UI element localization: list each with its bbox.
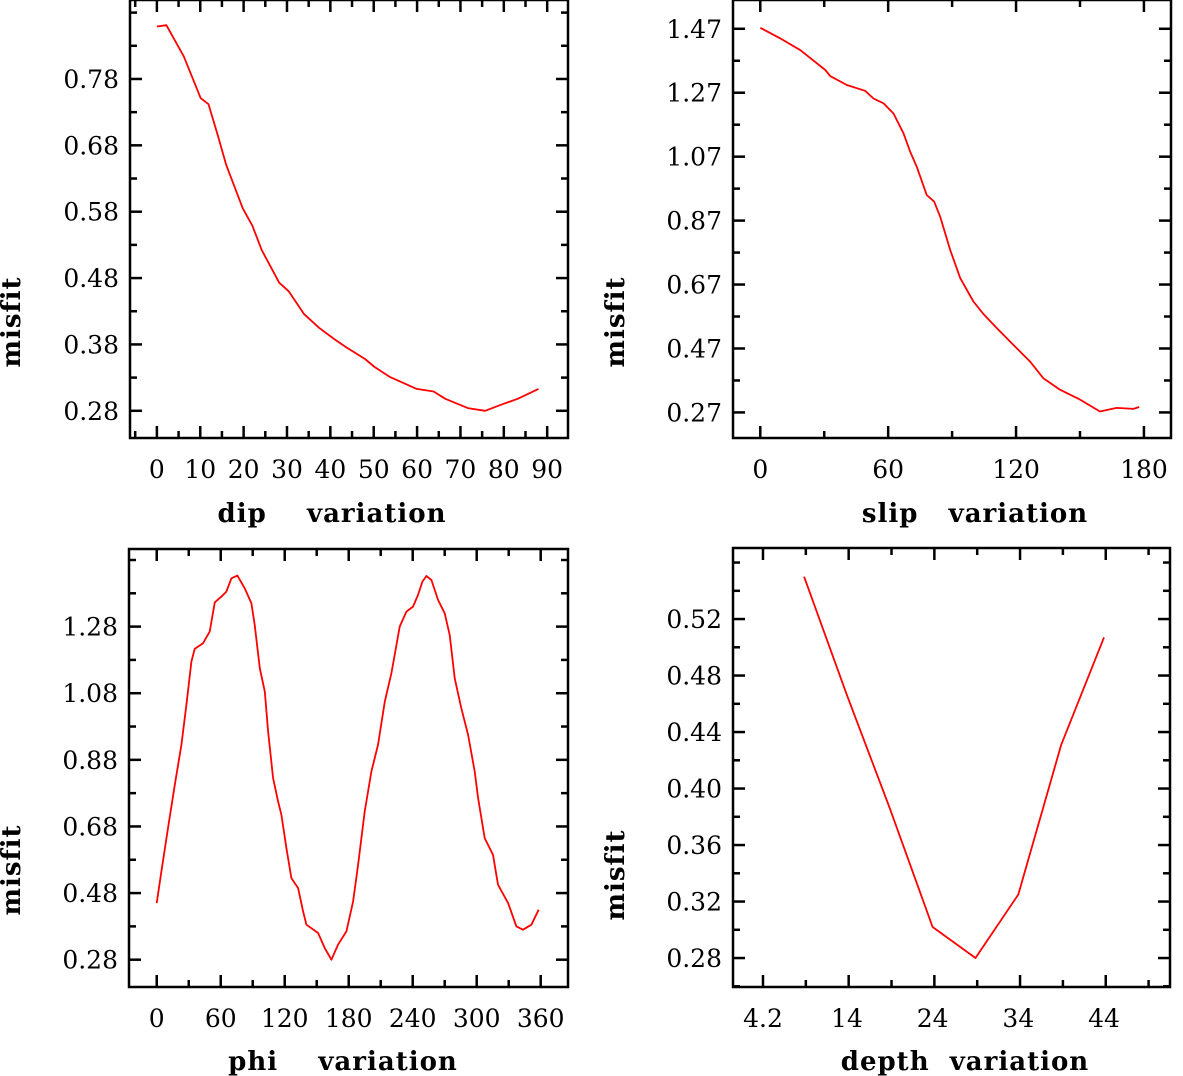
y-tick-label: 0.48	[63, 264, 119, 293]
dip-plot-frame	[128, 0, 570, 440]
y-axis-label: misfit	[601, 829, 631, 920]
x-tick-label: 90	[531, 455, 563, 484]
slip-misfit-series-line	[759, 27, 1140, 413]
x-axis-label: phi variation	[228, 1047, 458, 1076]
x-tick-label: 14	[831, 1004, 863, 1033]
y-tick-label: 0.38	[63, 330, 119, 359]
x-tick-label: 50	[358, 455, 390, 484]
depth-plot-frame	[731, 546, 1172, 989]
phi-panel: 0 60 120 180 240 300 360 0.28 0.48 0.68 0.88 1.08 1.…	[0, 547, 570, 1076]
dip-panel: 0 10 20 30 40 50 60 70 80 90 0.28 0.38 0.48 0.58 0.68 0…	[0, 0, 570, 529]
y-axis-label: misfit	[0, 824, 27, 915]
x-tick-label: 60	[401, 455, 433, 484]
y-tick-label: 0.68	[63, 131, 119, 160]
x-tick-label: 70	[445, 455, 477, 484]
dip-misfit-series-line	[156, 24, 539, 412]
y-tick-label: 0.47	[666, 334, 722, 363]
x-axis-label: dip variation	[218, 499, 447, 529]
y-tick-label: 0.68	[62, 812, 118, 841]
y-tick-label: 0.27	[666, 398, 722, 427]
x-tick-label: 180	[1120, 455, 1168, 484]
x-tick-label: 180	[325, 1004, 373, 1033]
y-tick-label: 0.36	[666, 831, 722, 860]
x-tick-label: 30	[271, 455, 303, 484]
y-tick-label: 0.78	[63, 65, 119, 94]
slip-plot-frame	[731, 0, 1173, 440]
x-tick-label: 4.2	[743, 1004, 783, 1033]
x-tick-label: 40	[314, 455, 346, 484]
x-tick-label: 120	[992, 455, 1040, 484]
y-tick-label: 0.28	[62, 946, 118, 975]
y-tick-label: 0.52	[666, 605, 722, 634]
y-tick-label: 0.87	[666, 207, 722, 236]
y-tick-label: 1.07	[666, 143, 722, 172]
slip-panel: 0 60 120 180 0.27 0.47 0.67 0.87 1.07 1.27 1.47 sli…	[601, 0, 1173, 529]
x-tick-label: 60	[205, 1004, 237, 1033]
x-tick-label: 0	[149, 1004, 165, 1033]
y-tick-label: 1.28	[62, 613, 118, 642]
y-tick-label: 0.32	[666, 888, 722, 917]
y-tick-label: 0.67	[666, 271, 722, 300]
depth-panel: 4.2 14 24 34 44 0.28 0.32 0.36 0.40 0.44 0.48 0.52 d…	[601, 546, 1172, 1076]
y-tick-label: 0.48	[62, 879, 118, 908]
y-axis-label: misfit	[601, 276, 631, 367]
x-tick-label: 34	[1002, 1004, 1034, 1033]
y-tick-label: 1.27	[666, 79, 722, 108]
x-tick-label: 10	[184, 455, 216, 484]
y-tick-label: 0.88	[62, 746, 118, 775]
x-axis-label: slip variation	[862, 499, 1088, 529]
x-tick-label: 20	[228, 455, 260, 484]
y-tick-label: 1.08	[62, 679, 118, 708]
x-tick-label: 300	[453, 1004, 501, 1033]
y-tick-label: 0.48	[666, 662, 722, 691]
y-tick-label: 0.58	[63, 198, 119, 227]
x-tick-label: 240	[389, 1004, 437, 1033]
x-tick-label: 44	[1088, 1004, 1120, 1033]
y-tick-label: 0.40	[666, 775, 722, 804]
x-tick-label: 0	[149, 455, 165, 484]
y-tick-label: 0.28	[63, 397, 119, 426]
phi-misfit-series-line	[155, 574, 540, 961]
x-tick-label: 0	[752, 455, 768, 484]
x-tick-label: 120	[261, 1004, 309, 1033]
y-axis-label: misfit	[0, 276, 27, 367]
x-tick-label: 360	[517, 1004, 565, 1033]
y-tick-label: 0.28	[666, 944, 722, 973]
x-tick-label: 24	[917, 1004, 949, 1033]
x-axis-label: depth variation	[841, 1047, 1089, 1076]
depth-misfit-series-line	[803, 576, 1105, 959]
x-tick-label: 60	[872, 455, 904, 484]
y-tick-label: 0.44	[666, 718, 722, 747]
x-tick-label: 80	[488, 455, 520, 484]
y-tick-label: 1.47	[666, 15, 722, 44]
